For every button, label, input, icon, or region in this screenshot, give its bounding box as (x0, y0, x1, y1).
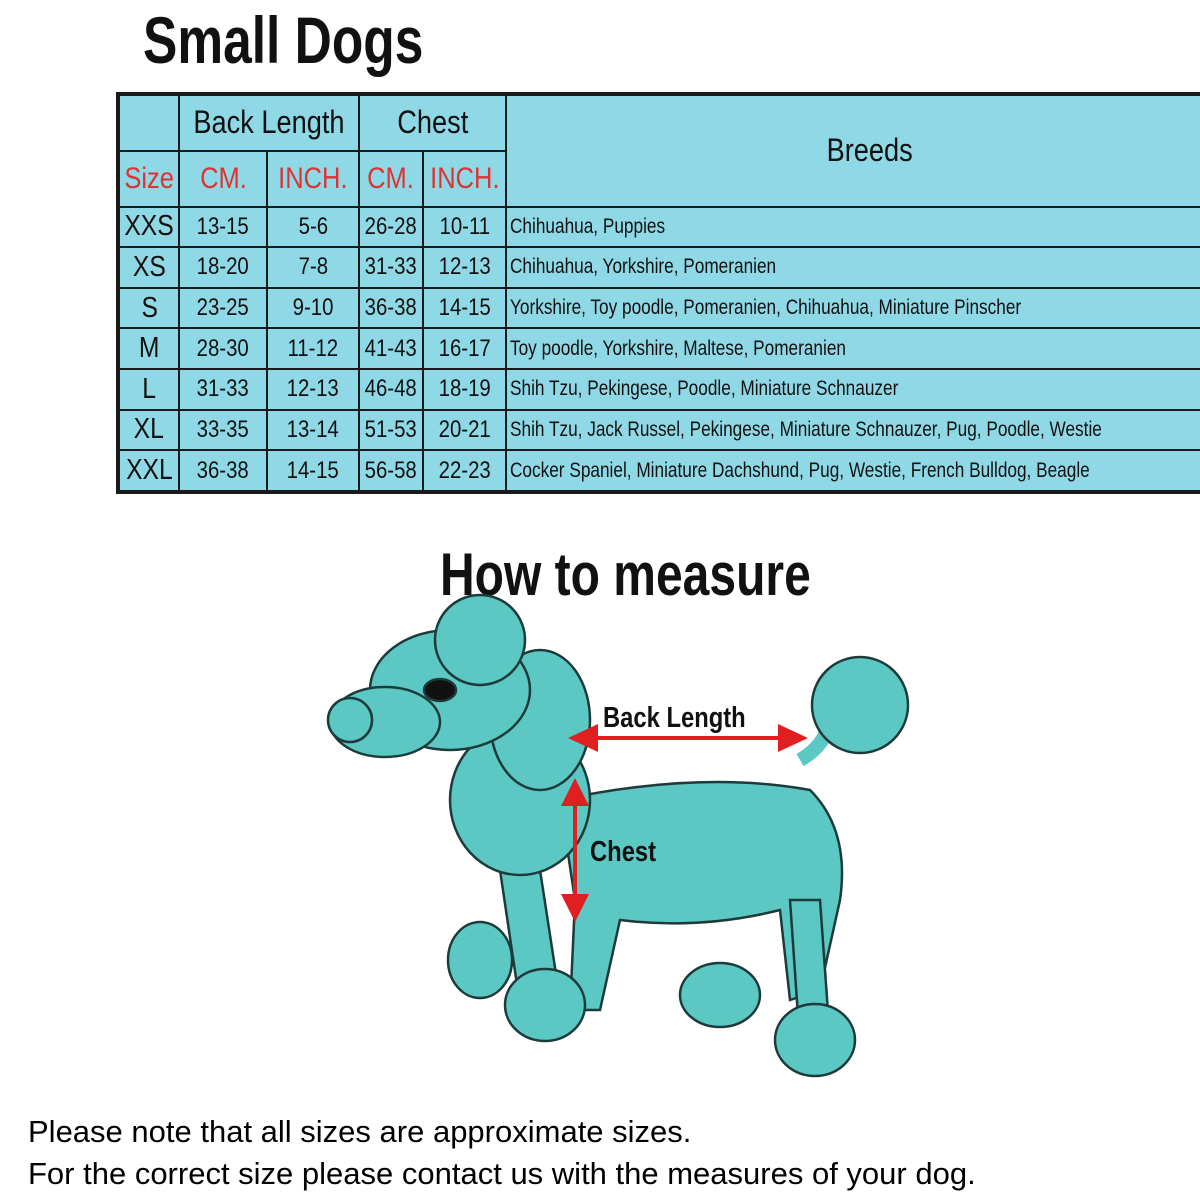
table-row: L 31-33 12-13 46-48 18-19 Shih Tzu, Pekingese… (116, 367, 1200, 411)
cell-chest-cm: 51-53 (358, 408, 424, 452)
cell-breeds: Toy poodle, Yorkshire, Maltese, Pomerani… (505, 327, 1200, 370)
note-contact: For the correct size please contact us w… (28, 1156, 976, 1191)
cell-chest-inch: 10-11 (421, 205, 508, 249)
cell-breeds: Shih Tzu, Pekingese, Poodle, Miniature S… (505, 367, 1200, 411)
chest-label: Chest (590, 836, 657, 868)
cell-chest-inch: 16-17 (421, 327, 508, 370)
tail-pompom (810, 655, 910, 755)
arrow-head-up (561, 778, 589, 806)
table-row: M 28-30 11-12 41-43 16-17 Toy poodle, Yorkshi… (116, 327, 1200, 370)
cell-chest-inch: 20-21 (421, 408, 508, 452)
cell-back-cm: 33-35 (178, 408, 268, 452)
back-inch-header: INCH. (265, 149, 361, 208)
topknot (433, 593, 527, 687)
how-to-measure-title: How to measure (440, 541, 811, 608)
cell-chest-inch: 18-19 (421, 367, 508, 411)
back-cm-header: CM. (178, 149, 268, 208)
table-row: XXL 36-38 14-15 56-58 22-23 Cocker Spaniel, M… (116, 449, 1200, 493)
dog-eye (422, 677, 458, 703)
cell-back-cm: 23-25 (178, 286, 268, 330)
arrow-head-down (561, 894, 589, 922)
dog-nose (326, 696, 374, 744)
table-row: S 23-25 9-10 36-38 14-15 Yorkshire, Toy poodl… (116, 286, 1200, 330)
cell-back-inch: 13-14 (265, 408, 361, 452)
cell-back-inch: 11-12 (265, 327, 361, 370)
cell-breeds: Cocker Spaniel, Miniature Dachshund, Pug… (505, 449, 1200, 493)
cell-chest-inch: 22-23 (421, 449, 508, 493)
table-row: XXS 13-15 5-6 26-28 10-11 Chihuahua, Puppies (116, 205, 1200, 249)
cell-size: XXL (116, 449, 181, 493)
cell-back-inch: 12-13 (265, 367, 361, 411)
table-row: XS 18-20 7-8 31-33 12-13 Chihuahua, Yorkshire… (116, 246, 1200, 289)
poodle-illustration (326, 593, 910, 1078)
cell-chest-cm: 46-48 (358, 367, 424, 411)
back-paw-1 (678, 961, 762, 1029)
cell-back-inch: 5-6 (265, 205, 361, 249)
cell-chest-cm: 26-28 (358, 205, 424, 249)
cell-back-inch: 7-8 (265, 246, 361, 289)
cell-back-inch: 9-10 (265, 286, 361, 330)
cell-back-cm: 28-30 (178, 327, 268, 370)
cell-back-cm: 13-15 (178, 205, 268, 249)
empty-header-cell (116, 93, 181, 152)
cell-breeds: Shih Tzu, Jack Russel, Pekingese, Miniat… (505, 408, 1200, 452)
cell-size: S (116, 286, 181, 330)
cell-back-cm: 31-33 (178, 367, 268, 411)
back-length-header: Back Length (178, 93, 361, 152)
breeds-header: Breeds (505, 93, 1200, 208)
cell-breeds: Chihuahua, Puppies (505, 205, 1200, 249)
cell-breeds: Yorkshire, Toy poodle, Pomeranien, Chihu… (505, 286, 1200, 330)
cell-back-cm: 36-38 (178, 449, 268, 493)
back-paw-2 (773, 1002, 857, 1078)
chest-cm-header: CM. (358, 149, 424, 208)
cell-breeds: Chihuahua, Yorkshire, Pomeranien (505, 246, 1200, 289)
note-approximate: Please note that all sizes are approxima… (28, 1114, 692, 1149)
cell-chest-cm: 36-38 (358, 286, 424, 330)
chest-inch-header: INCH. (421, 149, 508, 208)
table-row: XL 33-35 13-14 51-53 20-21 Shih Tzu, Jack Rus… (116, 408, 1200, 452)
cell-back-inch: 14-15 (265, 449, 361, 493)
size-header: Size (116, 149, 181, 208)
cell-size: L (116, 367, 181, 411)
cell-size: XXS (116, 205, 181, 249)
size-chart-table: Back Length Chest Breeds Size CM. INCH. … (116, 92, 1200, 494)
cell-back-cm: 18-20 (178, 246, 268, 289)
cell-size: M (116, 327, 181, 370)
chest-header: Chest (358, 93, 508, 152)
front-paw-1 (446, 920, 514, 1000)
dog-body (558, 780, 844, 1012)
page-title: Small Dogs (143, 3, 424, 77)
cell-chest-inch: 12-13 (421, 246, 508, 289)
cell-chest-cm: 31-33 (358, 246, 424, 289)
cell-chest-cm: 56-58 (358, 449, 424, 493)
front-paw-2 (503, 967, 587, 1043)
cell-chest-cm: 41-43 (358, 327, 424, 370)
back-length-label: Back Length (603, 702, 746, 734)
arrow-head-right (778, 724, 808, 752)
arrow-head-left (568, 724, 598, 752)
cell-size: XS (116, 246, 181, 289)
cell-size: XL (116, 408, 181, 452)
cell-chest-inch: 14-15 (421, 286, 508, 330)
